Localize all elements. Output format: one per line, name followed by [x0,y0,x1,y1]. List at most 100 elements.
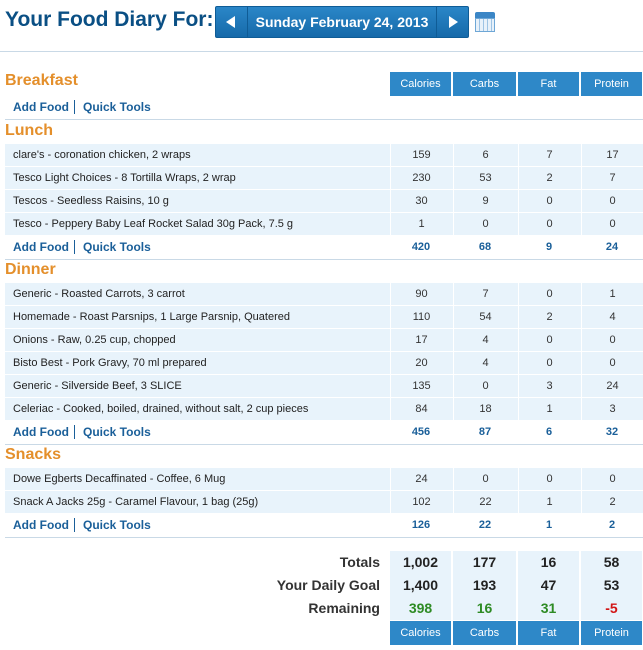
link-separator [74,425,75,439]
snacks-quick-tools-link[interactable]: Quick Tools [83,518,151,532]
fat-cell: 1 [518,398,580,421]
food-name-link[interactable]: Onions - Raw, 0.25 cup, chopped [13,334,176,346]
total-protein: 2 [608,519,616,531]
food-name-link[interactable]: Generic - Silverside Beef, 3 SLICE [13,380,182,392]
food-name-link[interactable]: Tescos - Seedless Raisins, 10 g [13,195,169,207]
column-header-calories: Calories [390,72,452,96]
fat-cell: 2 [518,306,580,329]
calendar-icon-top [475,12,495,18]
food-row: Homemade - Roast Parsnips, 1 Large Parsn… [5,306,643,329]
meal-title-snacks: Snacks [5,446,62,463]
protein-cell: 0 [581,190,643,213]
daily-goal-label: Your Daily Goal [276,577,380,593]
calories-cell: 90 [390,283,452,306]
totals-protein: 58 [581,551,643,574]
food-row: Generic - Roasted Carrots, 3 carrot 90 7… [5,283,643,306]
dinner-totals-row: Add Food Quick Tools 456 87 6 32 [5,421,643,444]
fat-cell: 7 [518,144,580,167]
calories-cell: 1 [390,213,452,236]
carbs-cell: 18 [453,398,517,421]
breakfast-quick-tools-link[interactable]: Quick Tools [83,100,151,114]
carbs-cell: 0 [453,375,517,398]
carbs-cell: 0 [453,468,517,491]
food-row: Snack A Jacks 25g - Caramel Flavour, 1 b… [5,491,643,514]
dinner-quick-tools-link[interactable]: Quick Tools [83,425,151,439]
total-calories: 126 [411,519,431,531]
calories-cell: 159 [390,144,452,167]
total-fat: 1 [545,519,553,531]
column-footer-fat: Fat [518,621,580,645]
total-protein: 32 [605,426,619,438]
food-row: Tesco - Peppery Baby Leaf Rocket Salad 3… [5,213,643,236]
food-row: Tescos - Seedless Raisins, 10 g 30 9 0 0 [5,190,643,213]
protein-cell: 4 [581,306,643,329]
meal-title-lunch: Lunch [5,122,53,139]
next-day-button[interactable] [438,7,468,37]
meal-divider [5,259,643,260]
carbs-cell: 54 [453,306,517,329]
food-name-link[interactable]: Generic - Roasted Carrots, 3 carrot [13,288,185,300]
food-name-link[interactable]: clare's - coronation chicken, 2 wraps [13,149,191,161]
meal-title-breakfast: Breakfast [5,72,78,89]
protein-cell: 24 [581,375,643,398]
carbs-cell: 22 [453,491,517,514]
lunch-quick-tools-link[interactable]: Quick Tools [83,240,151,254]
totals-carbs: 177 [453,551,517,574]
summary-goal-row: Your Daily Goal 1,400 193 47 53 [0,574,643,597]
breakfast-actions-row: Add Food Quick Tools [5,96,643,119]
column-footer-protein: Protein [581,621,643,645]
summary-totals-row: Totals 1,002 177 16 58 [0,551,643,574]
snacks-totals-row: Add Food Quick Tools 126 22 1 2 [5,514,643,537]
fat-cell: 1 [518,491,580,514]
calories-cell: 102 [390,491,452,514]
goal-fat: 47 [518,574,580,597]
lunch-add-food-link[interactable]: Add Food [13,240,69,254]
arrow-right-icon [449,16,458,28]
calories-cell: 17 [390,329,452,352]
calendar-icon-body [475,18,495,32]
meal-divider [5,537,643,538]
snacks-add-food-link[interactable]: Add Food [13,518,69,532]
fat-cell: 0 [518,190,580,213]
food-name-link[interactable]: Snack A Jacks 25g - Caramel Flavour, 1 b… [13,496,259,508]
goal-calories: 1,400 [390,574,452,597]
summary-remaining-row: Remaining 398 16 31 -5 [0,597,643,620]
total-carbs: 87 [478,426,492,438]
lunch-totals-row: Add Food Quick Tools 420 68 9 24 [5,236,643,259]
food-name-link[interactable]: Tesco Light Choices - 8 Tortilla Wraps, … [13,172,236,184]
calories-cell: 84 [390,398,452,421]
arrow-left-icon [226,16,235,28]
protein-cell: 3 [581,398,643,421]
food-name-link[interactable]: Bisto Best - Pork Gravy, 70 ml prepared [13,357,207,369]
food-name-link[interactable]: Homemade - Roast Parsnips, 1 Large Parsn… [13,311,290,323]
calories-cell: 20 [390,352,452,375]
carbs-cell: 53 [453,167,517,190]
food-name-link[interactable]: Celeriac - Cooked, boiled, drained, with… [13,403,309,415]
page-title: Your Food Diary For: [5,8,214,31]
fat-cell: 0 [518,468,580,491]
totals-calories: 1,002 [390,551,452,574]
calories-cell: 24 [390,468,452,491]
dinner-add-food-link[interactable]: Add Food [13,425,69,439]
breakfast-add-food-link[interactable]: Add Food [13,100,69,114]
link-separator [74,240,75,254]
food-row: Onions - Raw, 0.25 cup, chopped 17 4 0 0 [5,329,643,352]
fat-cell: 0 [518,352,580,375]
remaining-calories: 398 [390,597,452,620]
meal-title-dinner: Dinner [5,261,56,278]
calendar-icon[interactable] [475,12,495,32]
food-row: clare's - coronation chicken, 2 wraps 15… [5,144,643,167]
totals-label: Totals [339,554,380,570]
protein-cell: 0 [581,329,643,352]
carbs-cell: 6 [453,144,517,167]
food-name-link[interactable]: Tesco - Peppery Baby Leaf Rocket Salad 3… [13,218,294,230]
previous-day-button[interactable] [216,7,246,37]
total-calories: 420 [411,241,431,253]
link-separator [74,100,75,114]
food-name-link[interactable]: Dowe Egberts Decaffinated - Coffee, 6 Mu… [13,473,226,485]
meal-divider [5,444,643,445]
current-date: Sunday February 24, 2013 [247,7,437,37]
calories-cell: 230 [390,167,452,190]
link-separator [74,518,75,532]
meal-divider [5,119,643,120]
